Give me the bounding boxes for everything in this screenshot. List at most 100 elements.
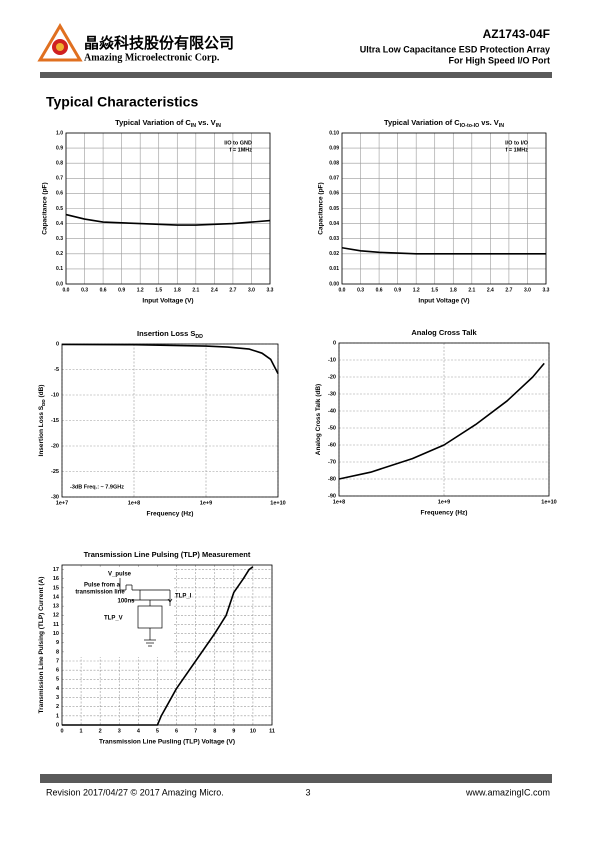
inset-wire [167,598,171,603]
data-line [341,246,546,255]
y-tick-label: 0.05 [329,206,339,212]
footer-revision: Revision 2017/04/27 © 2017 Amazing Micro… [46,787,224,797]
chart-title-part: vs. V [196,118,216,127]
x-tick-label: 1e+10 [541,499,556,505]
x-tick-label: 1.2 [137,287,144,293]
chart-title-part: IN [191,123,196,129]
x-tick-label: 9 [232,728,235,734]
y-tick-label: -40 [328,408,336,414]
y-tick-label: 0.06 [329,191,339,197]
plot-frame [61,343,279,498]
y-axis-label-part: Insertion Loss S [38,405,45,456]
inset-label: Pulse from a [84,583,121,589]
chart-title-part: DD [195,334,203,340]
annotation: f = 1MHz [506,147,529,153]
x-tick-label: 0.9 [118,287,125,293]
x-axis-label: Frequency (Hz) [421,510,468,517]
y-tick-label: 0.9 [56,145,63,151]
x-tick-label: 11 [269,728,275,734]
footer-website: www.amazingIC.com [465,787,550,797]
x-tick-label: 1.5 [155,287,162,293]
x-tick-label: 0.3 [357,287,364,293]
y-tick-label: -20 [328,374,336,380]
y-axis-label-part: Analog Cross Talk (dB) [315,384,322,455]
x-tick-label: 1e+8 [128,500,140,506]
y-tick-label: 0 [333,340,336,346]
chart-title: Insertion Loss SDD [137,329,203,340]
chart-title: Typical Variation of CIO-to-IO vs. VIN [384,118,504,129]
x-tick-label: 0.9 [394,287,401,293]
y-tick-label: -30 [328,391,336,397]
y-tick-label: 0.5 [56,206,63,212]
dut-box [137,605,163,629]
x-tick-label: 3 [118,728,121,734]
data-line [61,343,279,374]
y-tick-label: 16 [53,576,59,582]
y-tick-label: -90 [328,493,336,499]
inset-label: 100ns [117,599,135,605]
y-axis-label: Capacitance (pF) [42,182,49,234]
y-tick-label: 0.00 [329,281,339,287]
y-tick-label: 12 [53,613,59,619]
x-tick-label: 0.6 [376,287,383,293]
subtitle: Ultra Low Capacitance ESD Protection Arr… [360,44,550,54]
x-tick-label: 4 [137,728,141,734]
y-tick-label: 1 [56,713,59,719]
y-tick-label: 0.6 [56,191,63,197]
annotation: I/O to GND [224,140,252,146]
plot-frame [61,564,273,726]
y-tick-label: 0.1 [56,266,63,272]
y-tick-label: 0.3 [56,236,63,242]
y-tick-label: 15 [53,585,59,591]
y-tick-label: 0.04 [329,221,339,227]
y-tick-label: 0.2 [56,251,63,257]
x-axis-label: Frequency (Hz) [147,511,194,518]
part-number: AZ1743-04F [483,27,550,41]
data-line [62,566,254,726]
y-tick-label: -50 [328,425,336,431]
y-tick-label: 0 [56,722,59,728]
y-axis-label-part: DD [41,399,46,406]
chart-title: Transmission Line Pulsing (TLP) Measurem… [84,550,251,559]
x-tick-label: 8 [213,728,216,734]
y-tick-label: 0.09 [329,145,339,151]
y-tick-label: 0.0 [56,281,63,287]
data-line [65,213,271,226]
y-tick-label: 7 [56,658,59,664]
x-tick-label: 0.3 [81,287,88,293]
y-tick-label: 4 [56,686,60,692]
y-tick-label: -10 [51,392,59,398]
y-tick-label: 0.07 [329,176,339,182]
subtitle: For High Speed I/O Port [448,55,550,65]
y-axis-label: Insertion Loss SDD (dB) [38,385,46,457]
y-tick-label: 0.03 [329,236,339,242]
chart-title-part: Insertion Loss S [137,329,195,338]
y-tick-label: 0.4 [56,221,63,227]
y-tick-label: -20 [51,443,59,449]
x-tick-label: 1.5 [431,287,438,293]
plot-frame [65,132,271,285]
plot-frame [341,132,547,285]
y-tick-label: 0.7 [56,176,63,182]
y-tick-label: 0.02 [329,251,339,257]
x-tick-label: 10 [250,728,256,734]
footer-page: 3 [305,787,310,797]
annotation: I/O to I/O [505,140,529,146]
x-axis-label: Transmission Line Pusling (TLP) Voltage … [99,739,235,746]
y-tick-label: 14 [53,594,60,600]
y-tick-label: 3 [56,695,59,701]
x-tick-label: 7 [194,728,197,734]
logo-core [56,43,64,51]
y-tick-label: -60 [328,442,336,448]
y-tick-label: 0.01 [329,266,339,272]
y-axis-label: Capacitance (pF) [318,182,325,234]
x-axis-label: Input Voltage (V) [418,298,469,305]
x-tick-label: 1e+9 [200,500,212,506]
x-tick-label: 2 [99,728,102,734]
x-tick-label: 2.7 [229,287,236,293]
x-tick-label: 1e+9 [438,499,450,505]
chart-title-part: IN [499,123,504,129]
x-tick-label: 3.0 [524,287,531,293]
chart-title-part: vs. V [479,118,499,127]
